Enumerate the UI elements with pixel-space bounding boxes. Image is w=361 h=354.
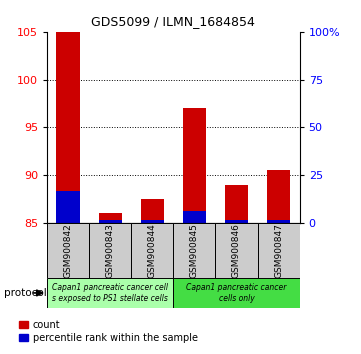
Bar bbox=[89, 223, 131, 278]
Bar bbox=[225, 185, 248, 223]
Bar bbox=[257, 223, 300, 278]
Text: GSM900847: GSM900847 bbox=[274, 223, 283, 278]
Bar bbox=[183, 108, 206, 223]
Bar bbox=[56, 192, 79, 223]
Text: GSM900843: GSM900843 bbox=[106, 223, 114, 278]
Bar bbox=[131, 223, 173, 278]
Bar bbox=[267, 220, 290, 223]
Text: GSM900842: GSM900842 bbox=[64, 223, 73, 278]
Bar bbox=[99, 220, 122, 223]
Text: GSM900846: GSM900846 bbox=[232, 223, 241, 278]
Bar bbox=[216, 223, 257, 278]
Title: GDS5099 / ILMN_1684854: GDS5099 / ILMN_1684854 bbox=[91, 15, 255, 28]
Text: GSM900845: GSM900845 bbox=[190, 223, 199, 278]
Bar bbox=[47, 223, 89, 278]
Bar bbox=[267, 170, 290, 223]
Bar bbox=[173, 223, 216, 278]
Bar bbox=[56, 32, 79, 223]
Legend: count, percentile rank within the sample: count, percentile rank within the sample bbox=[19, 320, 198, 343]
Bar bbox=[47, 278, 173, 308]
Text: protocol: protocol bbox=[4, 288, 46, 298]
Text: Capan1 pancreatic cancer
cells only: Capan1 pancreatic cancer cells only bbox=[186, 283, 287, 303]
Bar bbox=[173, 278, 300, 308]
Bar bbox=[99, 213, 122, 223]
Bar bbox=[183, 211, 206, 223]
Bar bbox=[141, 220, 164, 223]
Bar bbox=[225, 220, 248, 223]
Text: GSM900844: GSM900844 bbox=[148, 223, 157, 278]
Bar bbox=[141, 199, 164, 223]
Text: Capan1 pancreatic cancer cell
s exposed to PS1 stellate cells: Capan1 pancreatic cancer cell s exposed … bbox=[52, 283, 168, 303]
